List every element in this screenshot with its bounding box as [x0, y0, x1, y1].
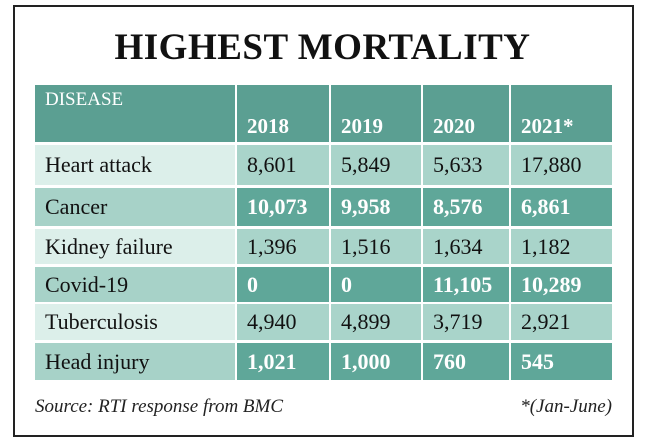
- value-cell: 760: [423, 343, 509, 380]
- value-cell: 17,880: [511, 145, 612, 185]
- note: *(Jan-June): [520, 396, 612, 417]
- column-header: DISEASE: [35, 85, 235, 142]
- value-cell: 1,634: [423, 229, 509, 264]
- column-header: 2020: [423, 85, 509, 142]
- value-cell: 10,289: [511, 267, 612, 302]
- disease-cell: Kidney failure: [35, 229, 235, 264]
- value-cell: 2,921: [511, 304, 612, 340]
- disease-cell: Heart attack: [35, 145, 235, 185]
- value-cell: 545: [511, 343, 612, 380]
- value-cell: 8,576: [423, 188, 509, 226]
- value-cell: 5,633: [423, 145, 509, 185]
- value-cell: 9,958: [331, 188, 421, 226]
- column-header: 2021*: [511, 85, 612, 142]
- value-cell: 1,021: [237, 343, 329, 380]
- column-header: 2018: [237, 85, 329, 142]
- value-cell: 1,000: [331, 343, 421, 380]
- disease-cell: Head injury: [35, 343, 235, 380]
- value-cell: 1,396: [237, 229, 329, 264]
- frame: [13, 5, 634, 437]
- disease-cell: Cancer: [35, 188, 235, 226]
- value-cell: 11,105: [423, 267, 509, 302]
- value-cell: 1,182: [511, 229, 612, 264]
- value-cell: 3,719: [423, 304, 509, 340]
- value-cell: 5,849: [331, 145, 421, 185]
- title: HIGHEST MORTALITY: [114, 27, 531, 68]
- disease-cell: Tuberculosis: [35, 304, 235, 340]
- column-header: 2019: [331, 85, 421, 142]
- value-cell: 10,073: [237, 188, 329, 226]
- value-cell: 1,516: [331, 229, 421, 264]
- value-cell: 0: [237, 267, 329, 302]
- value-cell: 4,899: [331, 304, 421, 340]
- source: Source: RTI response from BMC: [35, 396, 284, 417]
- value-cell: 4,940: [237, 304, 329, 340]
- value-cell: 8,601: [237, 145, 329, 185]
- disease-cell: Covid-19: [35, 267, 235, 302]
- value-cell: 6,861: [511, 188, 612, 226]
- value-cell: 0: [331, 267, 421, 302]
